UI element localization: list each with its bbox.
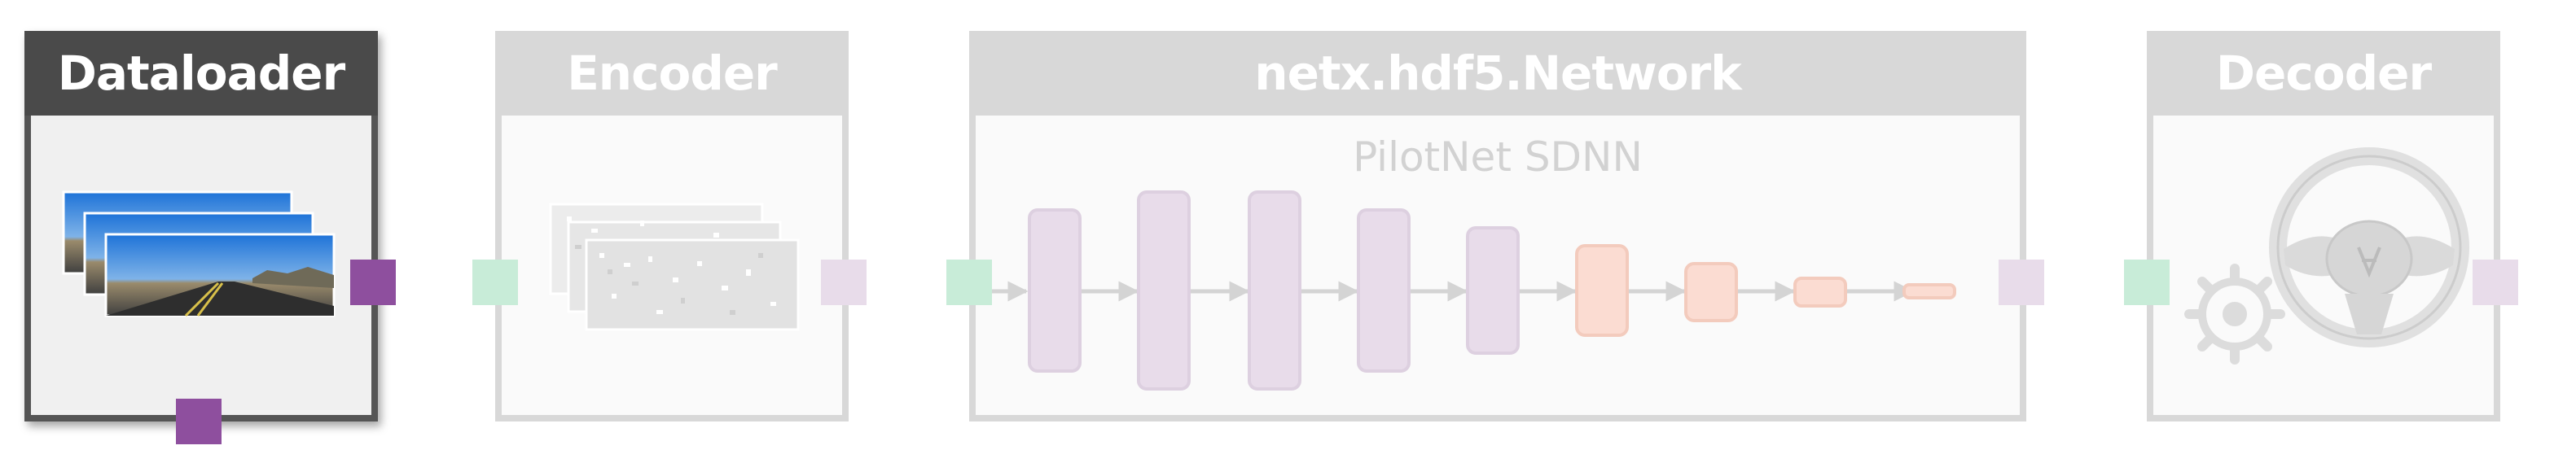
layer-5 (1468, 228, 1518, 353)
network-block[interactable]: netx.hdf5.Network PilotNet SDNN (969, 31, 2026, 421)
layer-9 (1904, 285, 1955, 298)
layer-1 (1029, 210, 1080, 371)
dataloader-output-port[interactable] (350, 260, 396, 305)
layer-3 (1249, 192, 1300, 389)
network-layers (976, 37, 2033, 428)
network-input-port[interactable] (946, 260, 992, 305)
layer-2 (1139, 192, 1189, 389)
layer-7 (1686, 264, 1736, 321)
encoder-block[interactable]: Encoder (495, 31, 849, 421)
layer-8 (1795, 278, 1845, 306)
decoder-output-port[interactable] (2473, 260, 2518, 305)
spike-image-stack-icon (551, 204, 811, 343)
encoder-title: Encoder (495, 31, 849, 116)
dataloader-block[interactable]: Dataloader (24, 31, 378, 421)
image-stack-icon (64, 192, 340, 355)
decoder-block[interactable]: Decoder (2147, 31, 2500, 421)
layer-4 (1358, 210, 1409, 371)
decoder-title: Decoder (2147, 31, 2500, 116)
dataloader-bottom-port[interactable] (176, 399, 222, 444)
steering-wheel-icon (2267, 151, 2471, 355)
encoder-input-port[interactable] (472, 260, 518, 305)
decoder-input-port[interactable] (2124, 260, 2170, 305)
dataloader-title: Dataloader (24, 31, 378, 116)
layer-6 (1577, 246, 1627, 335)
network-output-port[interactable] (1999, 260, 2044, 305)
encoder-output-port[interactable] (821, 260, 867, 305)
